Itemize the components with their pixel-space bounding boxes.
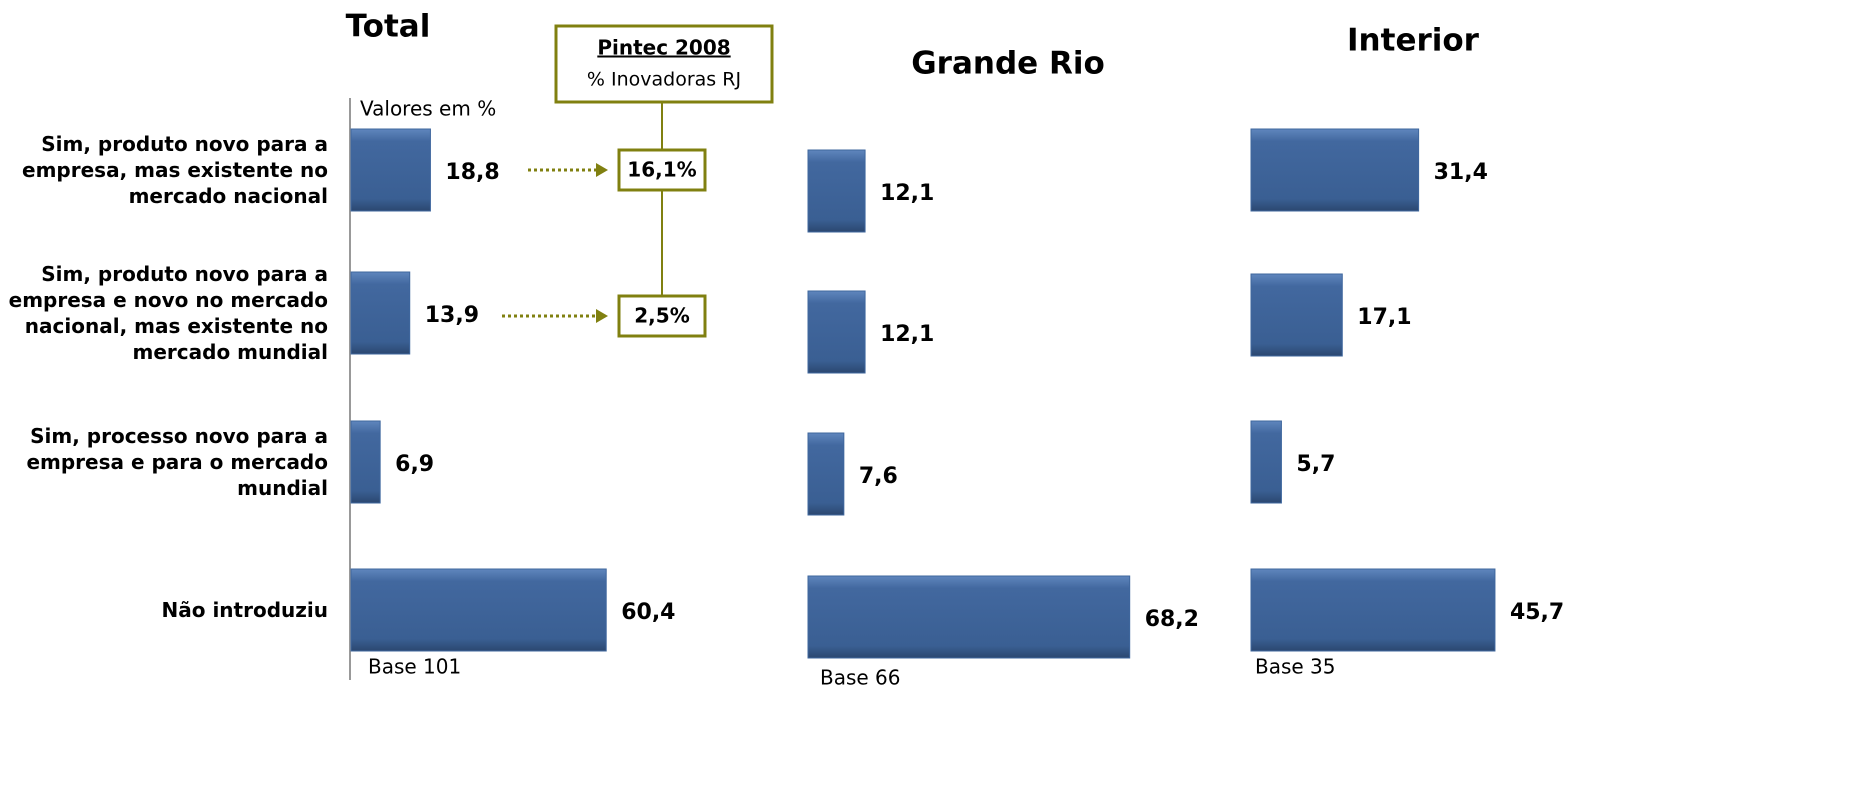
value-label: 60,4: [621, 600, 675, 625]
panel-title: Interior: [1347, 23, 1480, 59]
value-label: 45,7: [1510, 600, 1564, 625]
value-label: 31,4: [1434, 160, 1488, 185]
bar: [350, 420, 381, 504]
value-label: 12,1: [880, 181, 934, 206]
panel-title: Grande Rio: [911, 46, 1105, 82]
annotation-box: [554, 24, 774, 104]
bar: [807, 432, 845, 516]
bar: [1250, 273, 1343, 357]
value-label: 7,6: [859, 464, 898, 489]
panel-title: Total: [346, 9, 431, 45]
arrow-head: [596, 163, 608, 177]
value-label: 17,1: [1357, 305, 1411, 330]
annotation-subtitle: % Inovadoras RJ: [587, 69, 741, 91]
category-label: Sim, produto novo para a empresa e novo …: [8, 262, 328, 364]
bar: [1250, 568, 1496, 652]
category-label: Sim, produto novo para a empresa, mas ex…: [22, 132, 328, 208]
bar: [807, 290, 866, 374]
annotation-value-box: [617, 294, 707, 338]
bar: [1250, 420, 1282, 504]
value-label: 5,7: [1296, 452, 1335, 477]
bar: [807, 575, 1131, 659]
annotation-value-box: [617, 148, 707, 192]
value-label: 68,2: [1145, 607, 1199, 632]
value-label: 13,9: [425, 303, 479, 328]
bar: [1250, 128, 1420, 212]
base-note: Base 101: [368, 655, 461, 679]
annotation-value: 16,1%: [627, 158, 696, 182]
bar: [350, 128, 431, 212]
unit-label: Valores em %: [360, 97, 496, 121]
value-label: 12,1: [880, 322, 934, 347]
annotation-title: Pintec 2008: [597, 36, 730, 60]
value-label: 18,8: [445, 160, 499, 185]
bar: [350, 568, 607, 652]
annotation-value: 2,5%: [634, 304, 689, 328]
category-label: Não introduziu: [161, 598, 328, 622]
bar: [350, 271, 411, 355]
category-label: Sim, processo novo para a empresa e para…: [26, 424, 328, 500]
base-note: Base 66: [820, 666, 901, 690]
value-label: 6,9: [395, 452, 434, 477]
bar: [807, 149, 866, 233]
arrow-head: [596, 309, 608, 323]
base-note: Base 35: [1255, 655, 1336, 679]
